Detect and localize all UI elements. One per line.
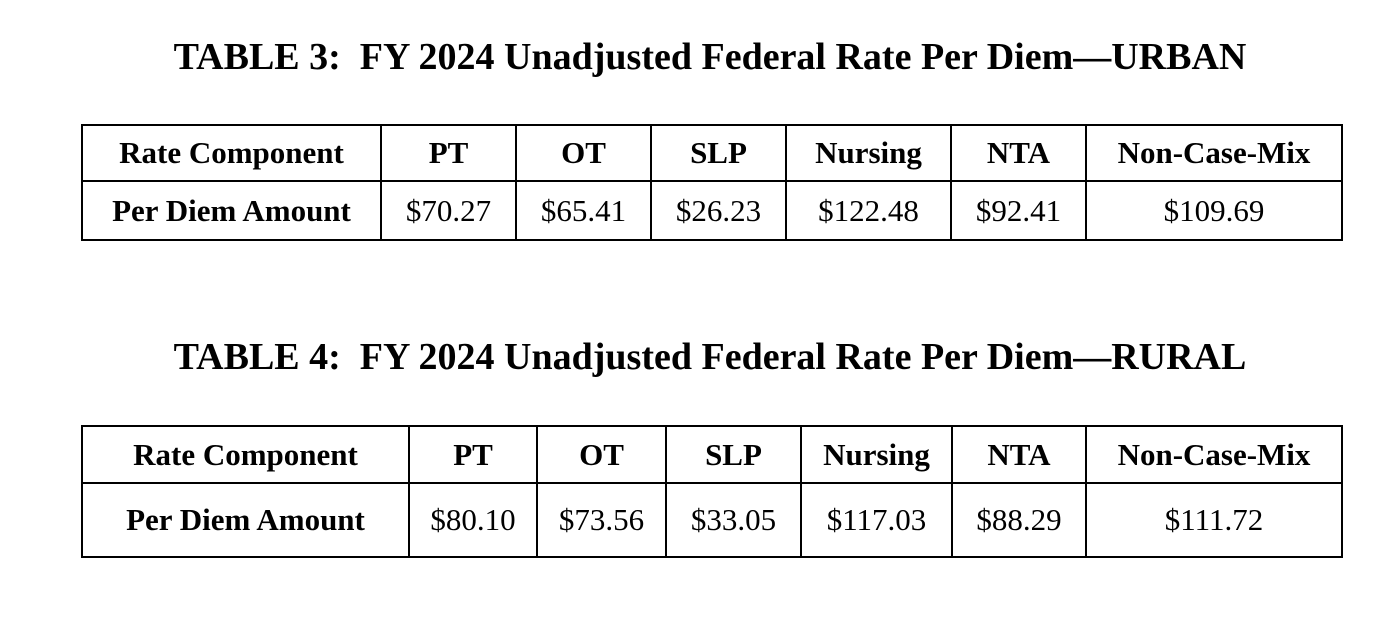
value-nursing: $117.03 bbox=[800, 482, 953, 558]
table-row: Per Diem Amount $70.27 $65.41 $26.23 $12… bbox=[81, 180, 1343, 241]
value-ot: $73.56 bbox=[536, 482, 667, 558]
header-nta: NTA bbox=[950, 124, 1087, 182]
urban-rate-table: Rate Component PT OT SLP Nursing NTA Non… bbox=[81, 124, 1343, 241]
header-nursing: Nursing bbox=[800, 425, 953, 484]
value-non-case-mix: $111.72 bbox=[1085, 482, 1343, 558]
rural-rate-table: Rate Component PT OT SLP Nursing NTA Non… bbox=[81, 425, 1343, 558]
value-nta: $92.41 bbox=[950, 180, 1087, 241]
value-slp: $33.05 bbox=[665, 482, 802, 558]
table-header-row: Rate Component PT OT SLP Nursing NTA Non… bbox=[81, 124, 1343, 182]
value-pt: $70.27 bbox=[380, 180, 517, 241]
value-pt: $80.10 bbox=[408, 482, 538, 558]
header-rate-component: Rate Component bbox=[81, 425, 410, 484]
header-nursing: Nursing bbox=[785, 124, 952, 182]
header-slp: SLP bbox=[665, 425, 802, 484]
table-row: Per Diem Amount $80.10 $73.56 $33.05 $11… bbox=[81, 482, 1343, 558]
header-ot: OT bbox=[536, 425, 667, 484]
value-slp: $26.23 bbox=[650, 180, 787, 241]
row-label-per-diem-amount: Per Diem Amount bbox=[81, 482, 410, 558]
header-rate-component: Rate Component bbox=[81, 124, 382, 182]
value-non-case-mix: $109.69 bbox=[1085, 180, 1343, 241]
header-slp: SLP bbox=[650, 124, 787, 182]
header-non-case-mix: Non-Case-Mix bbox=[1085, 425, 1343, 484]
value-nursing: $122.48 bbox=[785, 180, 952, 241]
header-non-case-mix: Non-Case-Mix bbox=[1085, 124, 1343, 182]
header-ot: OT bbox=[515, 124, 652, 182]
table-3-title: TABLE 3: FY 2024 Unadjusted Federal Rate… bbox=[173, 36, 1247, 78]
row-label-per-diem-amount: Per Diem Amount bbox=[81, 180, 382, 241]
value-nta: $88.29 bbox=[951, 482, 1087, 558]
header-pt: PT bbox=[408, 425, 538, 484]
header-pt: PT bbox=[380, 124, 517, 182]
value-ot: $65.41 bbox=[515, 180, 652, 241]
header-nta: NTA bbox=[951, 425, 1087, 484]
table-header-row: Rate Component PT OT SLP Nursing NTA Non… bbox=[81, 425, 1343, 484]
table-4-title: TABLE 4: FY 2024 Unadjusted Federal Rate… bbox=[173, 336, 1247, 378]
